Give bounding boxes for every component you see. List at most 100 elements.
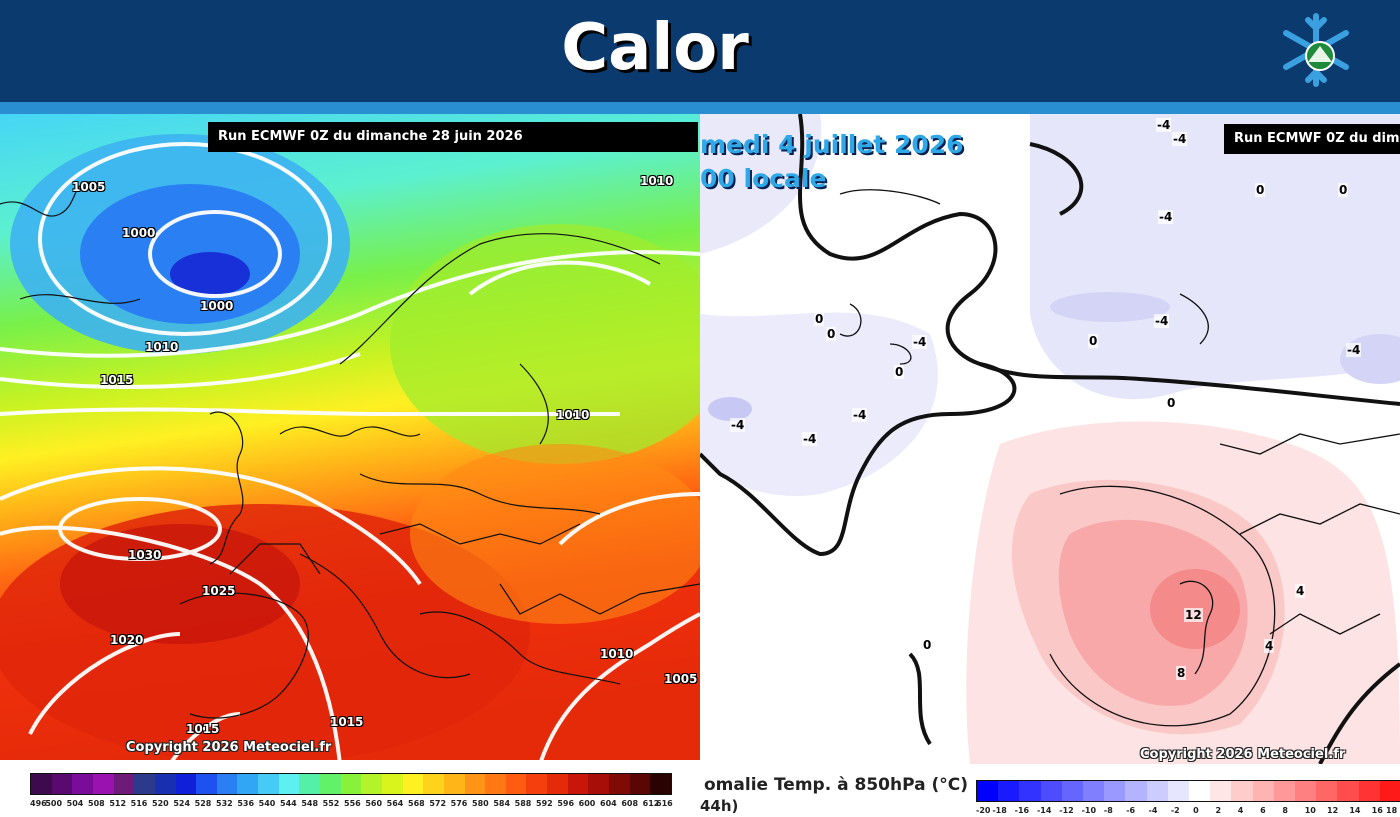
- left-forecast-map[interactable]: Run ECMWF 0Z du dimanche 28 juin 2026 10…: [0, 114, 700, 817]
- legend-swatch: [1210, 781, 1233, 801]
- legend-swatch: [154, 774, 177, 794]
- legend-value-label: 16: [1371, 806, 1383, 815]
- legend-swatch: [443, 774, 466, 794]
- legend-swatch: [1019, 781, 1042, 801]
- isobar-label: 1010: [145, 340, 179, 354]
- legend-swatch: [1061, 781, 1084, 801]
- legend-bar: [976, 780, 1400, 802]
- legend-value-label: 508: [88, 799, 105, 808]
- isobar-label: 1010: [640, 174, 674, 188]
- contour-label: 8: [1176, 666, 1187, 680]
- legend-swatch: [609, 774, 631, 794]
- legend-swatch: [1252, 781, 1275, 801]
- legend-swatch: [1189, 781, 1212, 801]
- legend-labels: 496 500 504 508 512 516 520 524 528 532 536 540 544 5…: [30, 799, 673, 811]
- isobar-label: 1000: [122, 226, 156, 240]
- legend-swatch: [258, 774, 280, 794]
- legend-swatch: [237, 774, 260, 794]
- legend-value-label: 560: [365, 799, 383, 808]
- legend-value-label: 14: [1349, 806, 1361, 815]
- legend-value-label: 516: [130, 799, 148, 808]
- legend-value-label: 600: [578, 799, 596, 808]
- isobar-label: 1020: [110, 633, 144, 647]
- map-caption-line2: 44h): [700, 797, 739, 815]
- contour-label: 0: [922, 638, 933, 652]
- forecast-date-line2: 00 locale: [700, 164, 827, 193]
- legend-value-label: 504: [66, 799, 84, 808]
- legend-value-label: 12: [1327, 806, 1339, 815]
- contour-label: -4: [1158, 210, 1174, 224]
- legend-swatch: [92, 774, 115, 794]
- legend-value-label: 548: [301, 799, 319, 808]
- copyright-label: Copyright 2026 Meteociel.fr: [1140, 747, 1346, 762]
- legend-swatch: [361, 774, 383, 794]
- legend-swatch: [381, 774, 404, 794]
- legend-value-label: -4: [1148, 806, 1158, 815]
- legend-value-label: 572: [429, 799, 447, 808]
- legend-value-label: 524: [173, 799, 191, 808]
- legend-value-label: -2: [1170, 806, 1180, 815]
- isobar-label: 1015: [186, 722, 220, 736]
- right-forecast-map[interactable]: medi 4 juillet 2026 00 locale Run ECMWF …: [700, 114, 1400, 817]
- legend-value-label: 544: [280, 799, 297, 808]
- legend-swatch: [629, 774, 652, 794]
- legend-value-label: -16: [1014, 806, 1030, 815]
- copyright-label: Copyright 2026 Meteociel.fr: [126, 740, 332, 755]
- legend-swatch: [1273, 781, 1296, 801]
- legend-swatch: [505, 774, 528, 794]
- legend-swatch: [464, 774, 487, 794]
- contour-label: -4: [730, 418, 746, 432]
- legend-value-label: -20: [976, 806, 991, 815]
- legend-bar: [30, 773, 672, 795]
- contour-label: 0: [1255, 183, 1266, 197]
- legend-value-label: 588: [514, 799, 532, 808]
- temperature-anomaly-map-image: [700, 114, 1400, 765]
- contour-label: 0: [1338, 183, 1349, 197]
- legend-swatch: [1104, 781, 1127, 801]
- legend-swatch: [547, 774, 569, 794]
- legend-swatch: [526, 774, 549, 794]
- contour-label: -4: [852, 408, 868, 422]
- legend-swatch: [216, 774, 239, 794]
- legend-value-label: 596: [557, 799, 575, 808]
- contour-label: 12: [1184, 608, 1203, 622]
- header-divider: [0, 102, 1400, 114]
- map-caption-line1: omalie Temp. à 850hPa (°C): [704, 775, 968, 795]
- legend-swatch: [1379, 781, 1400, 801]
- geopotential-map-image: [0, 114, 700, 766]
- isobar-label: 1025: [202, 584, 236, 598]
- legend-value-label: 584: [493, 799, 511, 808]
- legend-value-label: 528: [194, 799, 212, 808]
- legend-swatch: [588, 774, 611, 794]
- legend-value-label: 612: [642, 799, 660, 808]
- legend-swatch: [196, 774, 218, 794]
- contour-label: -4: [1156, 118, 1172, 132]
- contour-label: -4: [1154, 314, 1170, 328]
- legend-swatch: [423, 774, 445, 794]
- isobar-label: 1010: [600, 647, 634, 661]
- legend-value-label: 604: [600, 799, 617, 808]
- contour-label: 0: [894, 365, 905, 379]
- legend-swatch: [1083, 781, 1106, 801]
- isobar-label: 1030: [128, 548, 162, 562]
- legend-value-label: 568: [408, 799, 425, 808]
- legend-swatch: [567, 774, 590, 794]
- snowflake-logo-icon[interactable]: [1280, 10, 1352, 90]
- legend-swatch: [650, 774, 672, 794]
- legend-value-label: -8: [1103, 806, 1113, 815]
- legend-value-label: 500: [45, 799, 63, 808]
- legend-value-label: 520: [152, 799, 169, 808]
- legend-value-label: 532: [216, 799, 233, 808]
- contour-label: -4: [802, 432, 818, 446]
- legend-value-label: 0: [1193, 806, 1199, 815]
- legend-swatch: [1167, 781, 1190, 801]
- geopotential-color-scale: 496 500 504 508 512 516 520 524 528 532 536 540 544 5…: [0, 760, 700, 817]
- legend-value-label: -14: [1036, 806, 1052, 815]
- legend-swatch: [1040, 781, 1063, 801]
- contour-label: -4: [1346, 343, 1362, 357]
- legend-value-label: 608: [621, 799, 639, 808]
- legend-value-label: 6: [1260, 806, 1266, 815]
- legend-swatch: [31, 774, 53, 794]
- legend-swatch: [1337, 781, 1360, 801]
- legend-swatch: [340, 774, 363, 794]
